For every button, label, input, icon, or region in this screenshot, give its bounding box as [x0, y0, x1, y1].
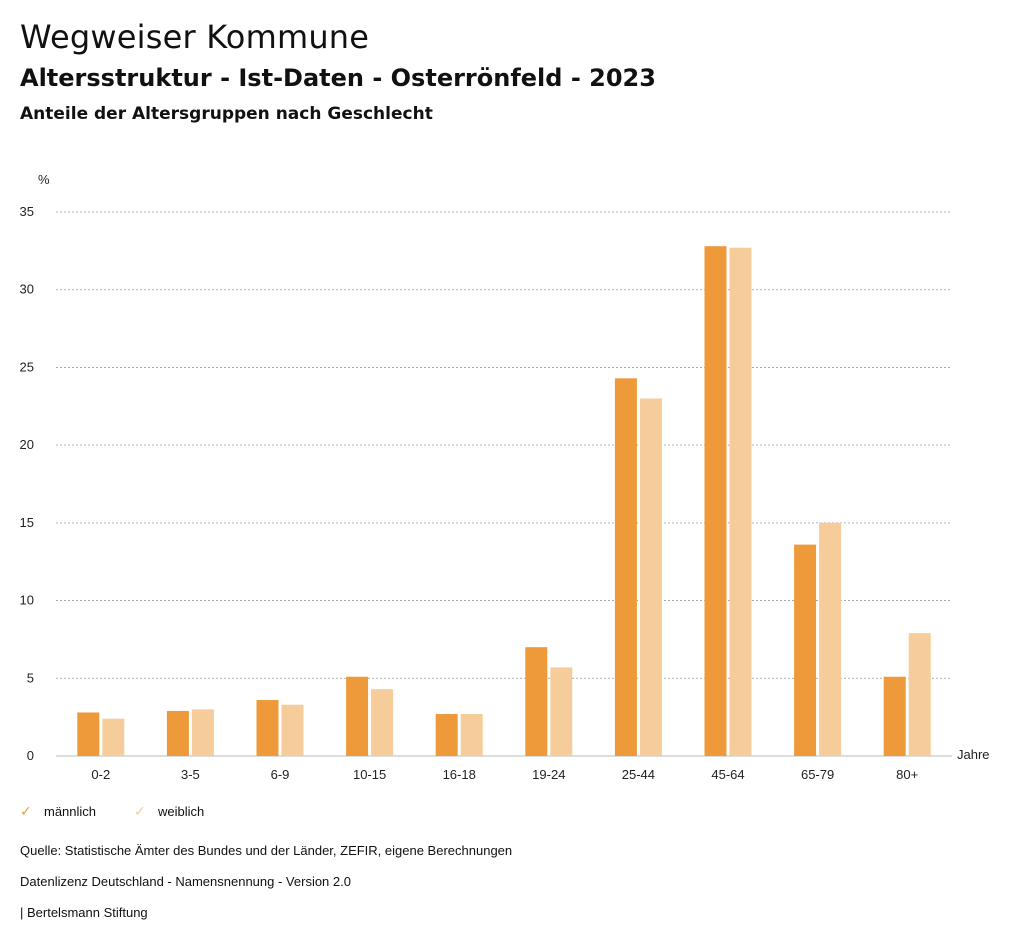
y-tick-label: 15 [20, 515, 34, 530]
x-axis-label: Jahre [957, 747, 990, 762]
bar-weiblich-45-64 [729, 247, 752, 756]
bar-männlich-10-15 [346, 676, 369, 756]
bar-männlich-65-79 [794, 544, 817, 756]
y-tick-label: 0 [27, 748, 34, 763]
legend-label-maennlich: männlich [44, 804, 97, 819]
bar-chart: % 0 5 10 15 20 25 30 35 Jahre 0-2 3-5 6-9 10-15 16-18 1… [20, 172, 990, 782]
bar-weiblich-3-5 [191, 709, 214, 756]
bar-weiblich-10-15 [371, 689, 394, 756]
bar-männlich-6-9 [256, 700, 279, 756]
bar-weiblich-80+ [908, 633, 931, 756]
y-tick-label: 10 [20, 593, 34, 608]
x-tick-label: 10-15 [353, 767, 386, 782]
bar-männlich-19-24 [525, 647, 548, 756]
license-note: Datenlizenz Deutschland - Namensnennung … [20, 874, 351, 889]
bar-weiblich-16-18 [460, 714, 483, 756]
bar-männlich-16-18 [435, 714, 458, 756]
bar-männlich-45-64 [704, 246, 727, 756]
y-tick-label: 5 [27, 670, 34, 685]
source-note: Quelle: Statistische Ämter des Bundes un… [20, 843, 513, 858]
bar-weiblich-19-24 [550, 667, 573, 756]
y-tick-label: 20 [20, 437, 34, 452]
x-tick-label: 3-5 [181, 767, 200, 782]
bar-weiblich-6-9 [281, 704, 304, 756]
check-icon: ✓ [20, 803, 32, 819]
bar-weiblich-0-2 [102, 718, 125, 756]
publisher-note[interactable]: | Bertelsmann Stiftung [20, 905, 148, 920]
x-tick-label: 16-18 [443, 767, 476, 782]
x-tick-label: 0-2 [91, 767, 110, 782]
chart-description: Anteile der Altersgruppen nach Geschlech… [20, 104, 433, 124]
x-tick-label: 65-79 [801, 767, 834, 782]
x-tick-label: 80+ [896, 767, 918, 782]
legend-item-weiblich[interactable]: ✓ weiblich [134, 803, 204, 820]
y-tick-label: 25 [20, 359, 34, 374]
x-tick-label: 25-44 [622, 767, 655, 782]
bar-männlich-80+ [883, 676, 906, 756]
y-tick-label: 30 [20, 282, 34, 297]
y-axis-label: % [38, 172, 50, 187]
chart-subtitle: Altersstruktur - Ist-Daten - Osterrönfel… [20, 64, 656, 92]
legend-item-maennlich[interactable]: ✓ männlich [20, 803, 96, 820]
x-tick-label: 45-64 [711, 767, 744, 782]
bar-männlich-3-5 [166, 710, 189, 756]
legend-label-weiblich: weiblich [158, 804, 205, 819]
check-icon: ✓ [134, 803, 146, 819]
bar-weiblich-25-44 [639, 398, 662, 756]
x-tick-label: 19-24 [532, 767, 565, 782]
y-tick-label: 35 [20, 204, 34, 219]
legend: ✓ männlich ✓ weiblich [20, 803, 204, 820]
bar-männlich-25-44 [614, 378, 637, 756]
x-tick-label: 6-9 [271, 767, 290, 782]
bar-männlich-0-2 [77, 712, 100, 756]
page-title: Wegweiser Kommune [20, 18, 370, 56]
bar-weiblich-65-79 [819, 522, 842, 756]
